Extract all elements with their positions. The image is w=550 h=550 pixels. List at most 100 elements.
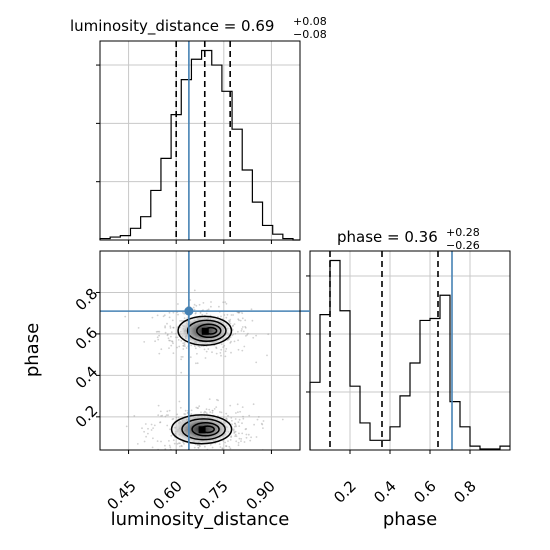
scatter-point <box>230 351 232 354</box>
scatter-point <box>167 414 170 416</box>
scatter-point <box>238 437 241 440</box>
scatter-point <box>171 418 174 421</box>
scatter-point <box>150 429 153 431</box>
scatter-point <box>203 348 206 351</box>
scatter-point <box>172 417 175 420</box>
scatter-point <box>136 443 139 445</box>
scatter-point <box>203 410 206 413</box>
scatter-point <box>182 311 184 314</box>
scatter-point <box>196 464 198 466</box>
scatter-point <box>178 345 181 348</box>
hist-ld-step-line <box>99 49 300 241</box>
scatter-point <box>211 411 214 414</box>
scatter-point <box>253 423 256 426</box>
scatter-point <box>241 328 243 330</box>
scatter-point <box>241 422 243 425</box>
scatter-point <box>150 423 153 426</box>
scatter-point <box>166 410 169 413</box>
hist-phase-step-line <box>309 259 510 450</box>
scatter-point <box>163 314 166 317</box>
scatter-point <box>172 326 175 329</box>
scatter-point <box>162 315 165 318</box>
scatter-point <box>242 415 244 418</box>
contour-mode1-level0 <box>170 414 233 445</box>
scatter-point <box>166 424 169 427</box>
hist-phase-border <box>309 250 511 451</box>
hist-phase-frame <box>306 250 511 454</box>
scatter-point <box>170 335 172 338</box>
scatter-point <box>239 451 241 453</box>
scatter-point <box>124 315 127 318</box>
scatter-point <box>262 420 265 422</box>
scatter-point <box>143 440 146 443</box>
scatter-point <box>170 331 173 334</box>
scatter-point <box>186 478 188 480</box>
scatter-point <box>230 340 232 343</box>
scatter-point <box>249 439 252 442</box>
scatter-point <box>165 414 168 416</box>
scatter-point <box>195 406 198 409</box>
scatter-point <box>133 415 136 417</box>
scatter-point <box>158 330 161 333</box>
scatter-point <box>159 410 162 413</box>
scatter-point <box>171 319 174 322</box>
scatter-point <box>219 451 221 453</box>
title-luminosity-distance: luminosity_distance = 0.69 +0.08 −0.08 <box>70 15 327 41</box>
scatter-point <box>198 303 201 306</box>
scatter-point <box>233 425 236 428</box>
scatter-point <box>246 334 249 336</box>
scatter-point <box>209 411 212 414</box>
scatter-point <box>176 413 179 416</box>
scatter-point <box>219 446 222 448</box>
scatter-point <box>168 316 171 319</box>
scatter-point <box>222 301 225 304</box>
scatter-point <box>260 422 263 425</box>
scatter-x-tick-labels: 0.45 0.60 0.75 0.90 <box>103 477 278 513</box>
scatter-point <box>235 412 237 414</box>
scatter-point <box>242 330 245 333</box>
scatter-border <box>99 250 301 451</box>
scatter-point <box>172 311 175 314</box>
scatter-point <box>234 430 237 433</box>
contour-mode1-level2 <box>191 422 220 437</box>
scatter-point <box>218 305 220 308</box>
scatter-point <box>221 448 224 450</box>
scatter-point <box>176 346 179 349</box>
scatter-point <box>176 443 179 445</box>
scatter-point <box>225 445 228 448</box>
scatter-point <box>204 357 207 359</box>
scatter-point <box>179 406 182 409</box>
scatter-point <box>215 406 218 408</box>
scatter-point <box>225 348 228 350</box>
scatter-point <box>241 432 244 435</box>
scatter-point <box>240 440 242 442</box>
scatter-point <box>232 324 235 327</box>
scatter-point <box>256 418 259 421</box>
scatter-point <box>243 345 246 348</box>
scatter-point <box>262 427 264 429</box>
scatter-point <box>159 421 162 423</box>
scatter-point <box>168 444 171 447</box>
scatter-point <box>210 452 212 454</box>
density-peak-1 <box>198 426 206 434</box>
scatter-point <box>164 325 167 328</box>
scatter-point <box>153 424 156 427</box>
scatter-point <box>198 405 201 408</box>
scatter-point <box>177 442 180 445</box>
scatter-point <box>229 404 232 407</box>
scatter-point <box>202 302 205 304</box>
scatter-point <box>208 398 211 400</box>
scatter-point <box>247 433 250 436</box>
scatter-point <box>179 442 181 445</box>
scatter-point <box>181 356 184 358</box>
scatter-point <box>171 340 174 343</box>
phase-x-tick-label-0.6: 0.6 <box>410 477 440 507</box>
scatter-point <box>245 428 248 430</box>
scatter-point <box>193 446 196 449</box>
scatter-point <box>180 371 183 374</box>
y-tick-label-0.4: 0.4 <box>72 363 102 393</box>
scatter-point <box>179 445 181 448</box>
scatter-point <box>156 440 159 442</box>
scatter-point <box>215 346 218 349</box>
